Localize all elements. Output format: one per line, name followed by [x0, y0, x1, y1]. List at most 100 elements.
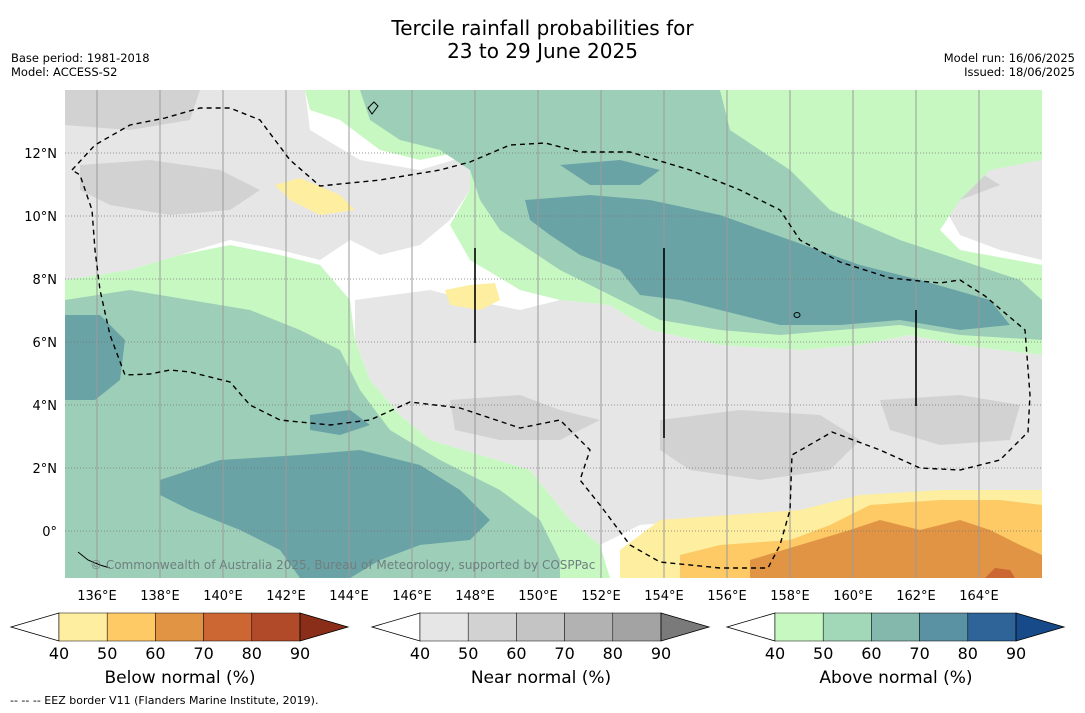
colorbar-label-near: Near normal (%): [470, 668, 612, 688]
model-run: Model run: 16/06/2025: [943, 51, 1075, 65]
colorbar-segment: [106, 612, 156, 642]
longitude-label: 154°E: [644, 589, 684, 604]
colorbar-tick-label: 60: [861, 644, 881, 663]
longitude-label: 164°E: [959, 589, 999, 604]
colorbar-segment: [564, 612, 614, 642]
longitude-label: 160°E: [833, 589, 873, 604]
colorbar-tick-label: 70: [554, 644, 574, 663]
colorbar-tick-label: 50: [97, 644, 117, 663]
latitude-label: 0°: [42, 525, 57, 540]
colorbar-tick-label: 80: [958, 644, 978, 663]
colorbar-tick-label: 60: [145, 644, 165, 663]
latitude-label: 4°N: [33, 399, 58, 414]
probability-region-b70: [750, 520, 1042, 578]
colorbar-tick-label: 40: [765, 644, 785, 663]
colorbar-max-extension: [660, 612, 711, 642]
colorbar-tick-label: 70: [193, 644, 213, 663]
latitude-label: 8°N: [33, 273, 58, 288]
probability-region-n60: [450, 395, 600, 440]
colorbar-tick-label: 90: [651, 644, 671, 663]
probability-region-b80: [985, 568, 1015, 578]
colorbar-tick-label: 50: [813, 644, 833, 663]
map-title-line2: 23 to 29 June 2025: [447, 39, 638, 63]
issued-date: Issued: 18/06/2025: [964, 65, 1075, 79]
island-outline: [367, 101, 379, 115]
island-outline: [77, 551, 111, 569]
colorbar-segment: [967, 612, 1017, 642]
longitude-label: 146°E: [392, 589, 432, 604]
colorbar-max-extension: [1015, 612, 1066, 642]
colorbar-segment: [919, 612, 969, 642]
colorbar-tick-label: 60: [506, 644, 526, 663]
colorbar-label-above: Above normal (%): [819, 668, 973, 688]
colorbar-min-extension: [9, 612, 60, 642]
island-outline: [793, 312, 801, 318]
longitude-label: 138°E: [140, 589, 180, 604]
colorbar-segment: [155, 612, 204, 642]
longitude-label: 142°E: [266, 589, 306, 604]
colorbar-tick-label: 70: [909, 644, 929, 663]
colorbar-2: 40 50 60 70 80 90: [725, 612, 1066, 663]
colorbar-min-extension: [725, 612, 776, 642]
copyright-notice: © Commonwealth of Australia 2025, Bureau…: [90, 558, 596, 572]
colorbar-tick-label: 50: [458, 644, 478, 663]
latitude-label: 6°N: [33, 336, 58, 351]
longitude-label: 144°E: [329, 589, 369, 604]
colorbar-segment: [871, 612, 920, 642]
longitude-label: 158°E: [770, 589, 810, 604]
eez-border: [70, 107, 1031, 569]
colorbar-label-below: Below normal (%): [104, 668, 256, 688]
map-title-line1: Tercile rainfall probabilities for: [391, 16, 694, 40]
probability-region-b50: [445, 283, 500, 310]
meta-left: Base period: 1981-2018 Model: ACCESS-S2: [11, 51, 150, 79]
probability-region-n60: [880, 395, 1020, 445]
longitude-label: 148°E: [455, 589, 495, 604]
colorbars: 40 50 60 70 80 90 40 50 60 70 80 90 40 50 60 70 80 90: [9, 612, 1066, 663]
probability-region-a70: [160, 450, 490, 578]
colorbar-tick-label: 40: [49, 644, 69, 663]
colorbar-segment: [612, 612, 662, 642]
colorbar-segment: [774, 612, 824, 642]
probability-region-n60: [80, 160, 260, 215]
meta-right: Model run: 16/06/2025 Issued: 18/06/2025: [944, 51, 1075, 79]
probability-region-a70: [65, 315, 125, 400]
probability-region-a70: [560, 160, 660, 185]
probability-region-a70: [310, 410, 370, 435]
longitude-label: 156°E: [707, 589, 747, 604]
colorbar-segment: [251, 612, 301, 642]
colorbar-segment: [822, 612, 872, 642]
base-period: Base period: 1981-2018: [11, 51, 150, 65]
longitude-label: 140°E: [203, 589, 243, 604]
longitude-label: 136°E: [77, 589, 117, 604]
probability-region-n50: [65, 90, 470, 280]
probability-fields: [65, 90, 1042, 578]
colorbar-max-extension: [299, 612, 350, 642]
latitude-label: 10°N: [24, 210, 57, 225]
colorbar-segment: [203, 612, 253, 642]
latitude-label: 12°N: [24, 147, 57, 162]
colorbar-0: 40 50 60 70 80 90: [9, 612, 350, 663]
probability-region-a70: [525, 195, 1010, 330]
probability-region-b50: [275, 178, 355, 215]
longitude-label: 152°E: [581, 589, 621, 604]
probability-region-n60: [65, 90, 200, 130]
colorbar-segment: [419, 612, 469, 642]
probability-region-n60: [660, 410, 860, 480]
colorbar-segment: [58, 612, 108, 642]
colorbar-tick-label: 80: [603, 644, 623, 663]
latitude-label: 2°N: [33, 462, 58, 477]
colorbar-segment: [516, 612, 565, 642]
colorbar-segment: [467, 612, 517, 642]
colorbar-tick-label: 40: [410, 644, 430, 663]
eez-footnote: -- -- -- EEZ border V11 (Flanders Marine…: [10, 694, 319, 707]
axis-labels: 136°E 138°E 140°E 142°E 144°E 146°E 148°E 150°E…: [24, 147, 999, 604]
colorbar-tick-label: 90: [1006, 644, 1026, 663]
longitude-label: 150°E: [518, 589, 558, 604]
colorbar-1: 40 50 60 70 80 90: [370, 612, 711, 663]
colorbar-tick-label: 90: [290, 644, 310, 663]
colorbar-min-extension: [370, 612, 421, 642]
colorbar-tick-label: 80: [242, 644, 262, 663]
model-name: Model: ACCESS-S2: [11, 65, 118, 79]
longitude-label: 162°E: [896, 589, 936, 604]
